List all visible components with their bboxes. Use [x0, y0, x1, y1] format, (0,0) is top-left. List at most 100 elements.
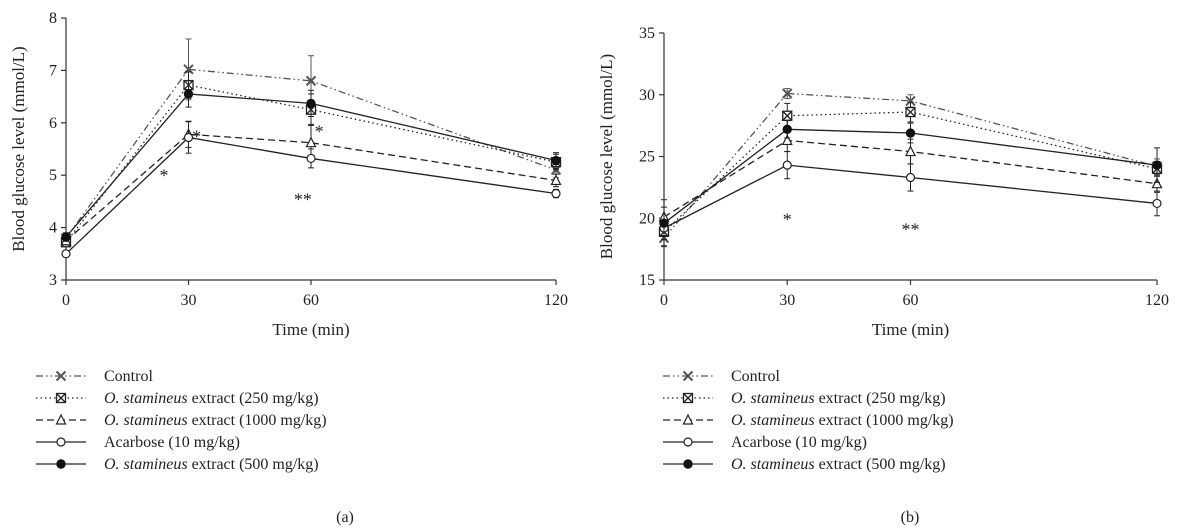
legend-marker-swatch — [683, 437, 693, 447]
series-line — [663, 111, 1158, 233]
y-tick-label: 35 — [639, 25, 655, 42]
legend-marker-swatch — [55, 392, 67, 404]
legend-entry: Control — [36, 368, 153, 385]
series-line — [65, 84, 557, 243]
y-tick-label: 25 — [639, 149, 655, 166]
significance-mark: * — [315, 121, 324, 141]
data-point — [905, 172, 916, 183]
series-open-circle — [61, 121, 561, 259]
legend-label: O. stamineus extract (500 mg/kg) — [731, 456, 946, 473]
significance-mark: ** — [294, 190, 312, 210]
significance-mark: * — [160, 165, 169, 185]
y-tick-label: 8 — [49, 10, 57, 27]
series-line — [65, 93, 557, 238]
data-point — [551, 155, 561, 166]
x-axis-label: Time (min) — [272, 320, 349, 339]
legend-marker-swatch — [683, 459, 693, 469]
data-point — [306, 153, 316, 164]
y-tick-label: 6 — [49, 115, 57, 132]
y-axis-label: Blood glucose level (mmol/L) — [597, 54, 616, 259]
legend-marker-swatch — [682, 413, 694, 425]
x-tick-label: 120 — [1145, 292, 1169, 309]
series-line — [65, 136, 557, 255]
y-tick-label: 4 — [49, 220, 57, 237]
series-line — [663, 139, 1158, 218]
legend-entry: Acarbose (10 mg/kg) — [663, 434, 867, 451]
legend-label: Control — [104, 368, 153, 385]
x-tick-label: 30 — [181, 292, 197, 309]
x-axis-label: Time (min) — [872, 320, 949, 339]
y-tick-label: 3 — [49, 272, 57, 289]
data-point — [1152, 160, 1162, 170]
data-point — [61, 232, 71, 242]
data-point — [550, 174, 562, 186]
legend-entry: Control — [663, 368, 780, 385]
data-point — [782, 160, 792, 170]
series-line — [65, 68, 557, 239]
data-point — [305, 75, 317, 87]
data-point — [905, 145, 916, 157]
legend-label: Acarbose (10 mg/kg) — [104, 434, 240, 451]
data-point — [551, 188, 561, 199]
series-filled-circle — [659, 120, 1162, 248]
legend-entry: O. stamineus extract (250 mg/kg) — [663, 390, 946, 407]
legend-marker-swatch — [682, 370, 694, 382]
significance-mark: ** — [902, 220, 920, 240]
legend-entry: Acarbose (10 mg/kg) — [36, 434, 240, 451]
x-tick-label: 0 — [62, 292, 70, 309]
legend-label: O. stamineus extract (250 mg/kg) — [731, 390, 946, 407]
legend-marker-swatch — [55, 370, 67, 382]
y-tick-label: 7 — [49, 62, 57, 79]
series-filled-circle — [61, 80, 561, 242]
legend-label: O. stamineus extract (500 mg/kg) — [104, 456, 319, 473]
series-line — [663, 128, 1158, 224]
legend-label: Acarbose (10 mg/kg) — [731, 434, 867, 451]
legend-marker-swatch — [682, 392, 694, 404]
legend-marker-swatch — [56, 437, 66, 447]
x-tick-label: 120 — [544, 292, 568, 309]
data-point — [782, 124, 792, 135]
panel-label: (a) — [336, 509, 354, 526]
series-line — [65, 133, 557, 242]
legend-marker-swatch — [56, 459, 66, 469]
legend-entry: O. stamineus extract (1000 mg/kg) — [36, 412, 327, 429]
y-tick-label: 30 — [639, 87, 655, 104]
data-point — [905, 106, 916, 118]
significance-mark: * — [783, 210, 792, 230]
chart-panel-b: 15 20 25 30 35 0 30 60 120 Time (min) Blood glucos… — [597, 25, 1169, 526]
data-point — [782, 88, 793, 99]
legend-entry: O. stamineus extract (500 mg/kg) — [36, 456, 319, 473]
x-tick-label: 30 — [779, 292, 795, 309]
panel-label: (b) — [901, 509, 920, 526]
legend-entry: O. stamineus extract (1000 mg/kg) — [663, 412, 954, 429]
data-point — [306, 98, 316, 109]
legend-entry: O. stamineus extract (250 mg/kg) — [36, 390, 319, 407]
y-tick-label: 15 — [639, 272, 655, 289]
legend-label: Control — [731, 368, 780, 385]
data-point — [781, 134, 793, 146]
x-tick-label: 60 — [903, 292, 919, 309]
data-point — [905, 95, 916, 107]
legend-entry: O. stamineus extract (500 mg/kg) — [663, 456, 946, 473]
y-tick-label: 5 — [49, 167, 57, 184]
data-point — [659, 218, 669, 228]
y-axis-label: Blood glucose level (mmol/L) — [9, 46, 28, 251]
x-tick-label: 60 — [303, 292, 319, 309]
legend-label: O. stamineus extract (250 mg/kg) — [104, 390, 319, 407]
data-point — [1151, 177, 1163, 189]
data-point — [183, 89, 194, 99]
data-point — [61, 249, 71, 259]
legend-label: O. stamineus extract (1000 mg/kg) — [731, 412, 954, 429]
data-point — [1152, 198, 1162, 209]
y-tick-label: 20 — [639, 210, 655, 227]
chart-panel-a: 3 4 5 6 7 8 0 30 60 120 Time (min) Blood glucose le… — [9, 10, 568, 526]
significance-mark: * — [192, 127, 201, 147]
legend-marker-swatch — [55, 413, 67, 425]
data-point — [183, 132, 194, 143]
series-line — [663, 92, 1158, 239]
series-line — [663, 164, 1158, 229]
data-point — [782, 110, 793, 121]
data-point — [905, 128, 916, 138]
x-tick-label: 0 — [660, 292, 668, 309]
